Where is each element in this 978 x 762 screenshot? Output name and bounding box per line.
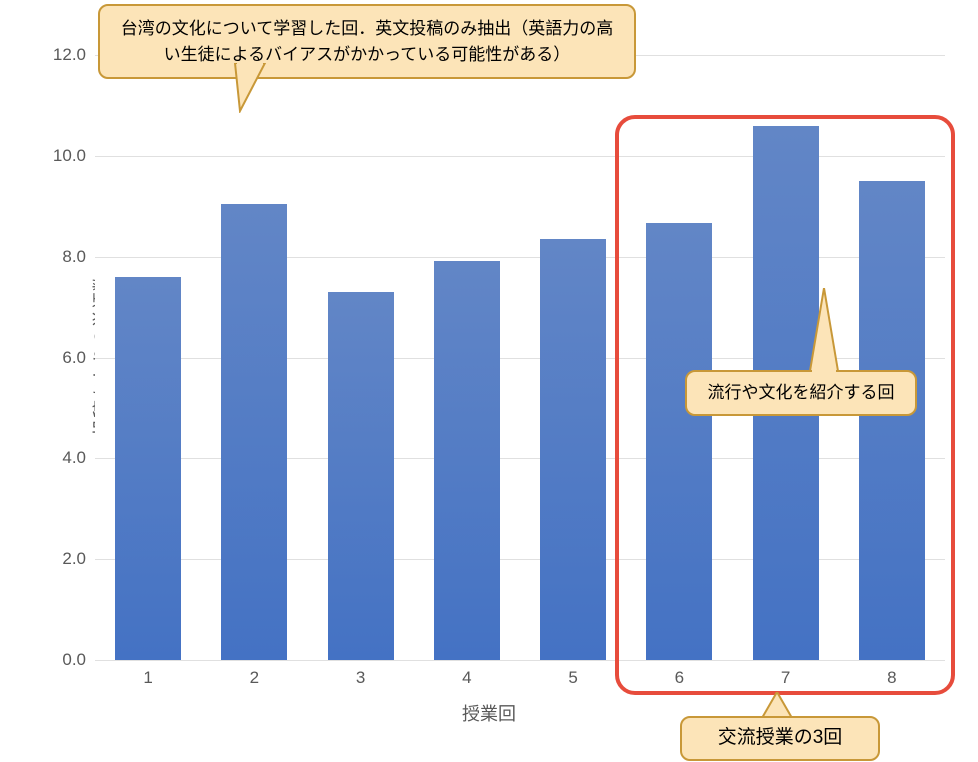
x-tick-label: 5 [568, 668, 577, 688]
x-tick-label: 3 [356, 668, 365, 688]
y-tick-label: 4.0 [62, 448, 86, 468]
x-tick-label: 4 [462, 668, 471, 688]
mid-callout-pointer [800, 288, 850, 373]
bar [328, 292, 394, 660]
y-tick-label: 12.0 [53, 45, 86, 65]
chart-container: 1投稿あたりの単語数 0.02.04.06.08.010.012.0 12345… [0, 0, 978, 762]
y-tick-label: 8.0 [62, 247, 86, 267]
top-callout-pointer [220, 63, 280, 113]
bar [434, 261, 500, 660]
mid-callout-text: 流行や文化を紹介する回 [708, 383, 895, 402]
y-tick-label: 6.0 [62, 348, 86, 368]
bottom-callout: 交流授業の3回 [680, 716, 880, 761]
bar [540, 239, 606, 660]
y-tick-label: 10.0 [53, 146, 86, 166]
top-callout: 台湾の文化について学習した回．英文投稿のみ抽出（英語力の高い生徒によるバイアスが… [98, 4, 636, 79]
bar [115, 277, 181, 660]
mid-callout: 流行や文化を紹介する回 [685, 370, 917, 416]
bar [221, 204, 287, 660]
bottom-callout-text: 交流授業の3回 [718, 727, 843, 748]
x-axis-title: 授業回 [462, 700, 516, 726]
x-tick-label: 1 [143, 668, 152, 688]
top-callout-text: 台湾の文化について学習した回．英文投稿のみ抽出（英語力の高い生徒によるバイアスが… [121, 19, 614, 64]
y-tick-label: 2.0 [62, 549, 86, 569]
y-tick-label: 0.0 [62, 650, 86, 670]
x-tick-label: 2 [250, 668, 259, 688]
